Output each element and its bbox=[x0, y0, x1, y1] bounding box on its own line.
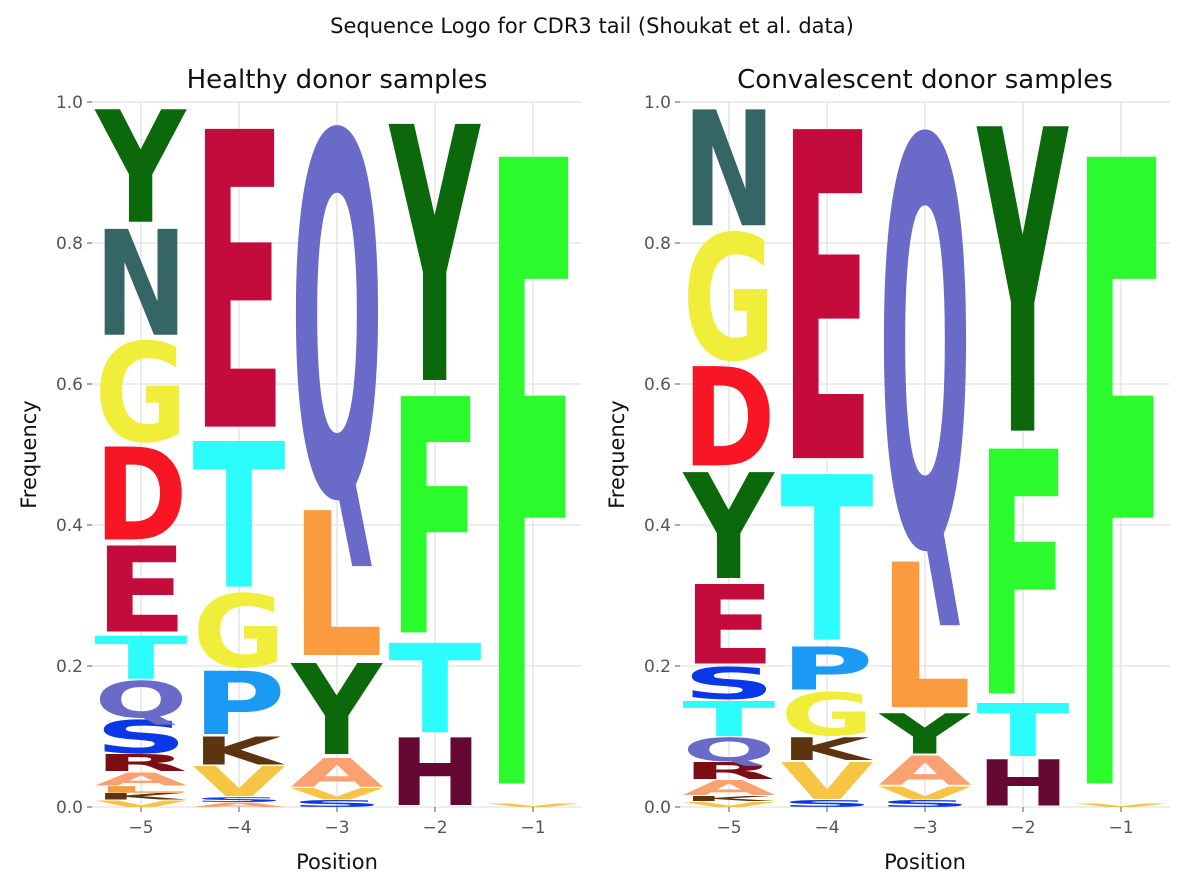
logo-letter: K bbox=[682, 795, 775, 803]
logo-letter: P bbox=[780, 635, 873, 704]
logo-letter: R bbox=[682, 758, 775, 785]
y-axis-label: Frequency bbox=[605, 400, 629, 509]
logo-letter: S bbox=[878, 798, 971, 809]
logo-letter: T bbox=[976, 689, 1069, 773]
logo-letter: D bbox=[94, 423, 187, 570]
logo-letter: F bbox=[486, 0, 579, 889]
logo-letter: L bbox=[878, 523, 971, 755]
logo-letter: P bbox=[192, 654, 285, 755]
logo-letter: L bbox=[94, 784, 187, 795]
logo-letter: A bbox=[878, 748, 971, 794]
logo-letter: H bbox=[388, 720, 481, 828]
logo-letter: K bbox=[780, 731, 873, 767]
logo-letter: V bbox=[878, 783, 972, 804]
logo-letter: T bbox=[192, 402, 285, 634]
x-tick-label: −1 bbox=[520, 818, 545, 838]
logo-letter: T bbox=[682, 692, 775, 748]
logo-letter: V bbox=[780, 751, 873, 810]
logo-letter: E bbox=[94, 523, 187, 660]
x-tick-label: −2 bbox=[1010, 818, 1035, 838]
y-tick-label: 0.2 bbox=[56, 657, 83, 677]
x-tick-label: −5 bbox=[716, 818, 741, 838]
logo-letter: G bbox=[94, 315, 187, 474]
y-tick-label: 0.4 bbox=[56, 516, 83, 536]
logo-letter: A bbox=[94, 769, 188, 790]
logo-letter: V bbox=[486, 803, 579, 808]
logo-letter: N bbox=[94, 200, 187, 370]
logo-letter: G bbox=[682, 200, 775, 400]
y-tick-label: 0.4 bbox=[644, 516, 671, 536]
logo-letter: E bbox=[682, 563, 775, 690]
x-tick-label: −4 bbox=[814, 818, 839, 838]
x-tick-label: −3 bbox=[912, 818, 937, 838]
logo-letter: S bbox=[780, 798, 873, 809]
x-tick-label: −4 bbox=[226, 818, 251, 838]
logo-letter: Q bbox=[878, 26, 971, 675]
logo-letter: A bbox=[682, 776, 775, 800]
x-tick-label: −5 bbox=[128, 818, 153, 838]
y-axis-label: Frequency bbox=[17, 400, 41, 509]
logo-letter: T bbox=[388, 619, 481, 762]
y-tick-label: 0.0 bbox=[644, 798, 671, 818]
logo-letter: Y bbox=[976, 43, 1069, 530]
logo-letter: F bbox=[976, 383, 1069, 774]
x-axis-label: Position bbox=[884, 850, 966, 874]
logo-letter: F bbox=[1074, 0, 1167, 889]
logo-letter: Y bbox=[290, 638, 384, 784]
logo-letter: Q bbox=[682, 732, 775, 769]
logo-letter: Q bbox=[94, 672, 187, 730]
logo-letter: T bbox=[780, 430, 873, 694]
logo-letter: K bbox=[192, 730, 285, 774]
y-tick-label: 0.8 bbox=[644, 234, 671, 254]
x-tick-label: −2 bbox=[422, 818, 447, 838]
logo-letter: Q bbox=[290, 32, 383, 611]
logo-letter: S bbox=[192, 796, 285, 803]
logo-letter: A bbox=[290, 751, 383, 796]
x-tick-label: −3 bbox=[324, 818, 349, 838]
logo-letter: E bbox=[192, 47, 285, 523]
logo-letter: S bbox=[290, 798, 383, 809]
logo-letter: D bbox=[682, 340, 775, 498]
logo-letter: S bbox=[682, 658, 775, 709]
logo-letter: V bbox=[94, 798, 187, 809]
logo-letter: V bbox=[290, 785, 383, 804]
figure-title: Sequence Logo for CDR3 tail (Shoukat et … bbox=[330, 14, 854, 38]
logo-letter: N bbox=[682, 79, 775, 263]
logo-letter: V bbox=[1074, 803, 1167, 808]
x-axis-label: Position bbox=[296, 850, 378, 874]
panel-title: Convalescent donor samples bbox=[737, 65, 1113, 95]
y-tick-label: 0.6 bbox=[644, 375, 671, 395]
logo-letter: V bbox=[192, 759, 286, 806]
logo-letter: F bbox=[388, 331, 481, 709]
logo-letter: V bbox=[682, 800, 775, 808]
x-tick-label: −1 bbox=[1108, 818, 1133, 838]
logo-letter: G bbox=[192, 575, 285, 691]
logo-letter: T bbox=[94, 624, 187, 693]
logo-letter: R bbox=[94, 750, 187, 777]
y-tick-label: 0.0 bbox=[56, 798, 83, 818]
logo-letter: K bbox=[94, 791, 187, 802]
logo-letter: Y bbox=[878, 702, 971, 767]
logo-letter: G bbox=[780, 681, 873, 750]
logo-letter: Y bbox=[682, 444, 776, 613]
y-tick-label: 0.8 bbox=[56, 234, 83, 254]
panel-title: Healthy donor samples bbox=[187, 65, 488, 95]
y-tick-label: 1.0 bbox=[644, 93, 671, 113]
logo-letter: L bbox=[290, 472, 383, 703]
y-tick-label: 0.2 bbox=[644, 657, 671, 677]
y-tick-label: 0.6 bbox=[56, 375, 83, 395]
y-tick-label: 1.0 bbox=[56, 93, 83, 113]
logo-letter: H bbox=[976, 747, 1069, 821]
logo-letter: E bbox=[780, 40, 873, 565]
logo-letter: S bbox=[94, 711, 187, 764]
logo-letter: Y bbox=[94, 80, 187, 260]
logo-letter: A bbox=[192, 801, 285, 808]
logo-letter: Y bbox=[388, 55, 481, 464]
